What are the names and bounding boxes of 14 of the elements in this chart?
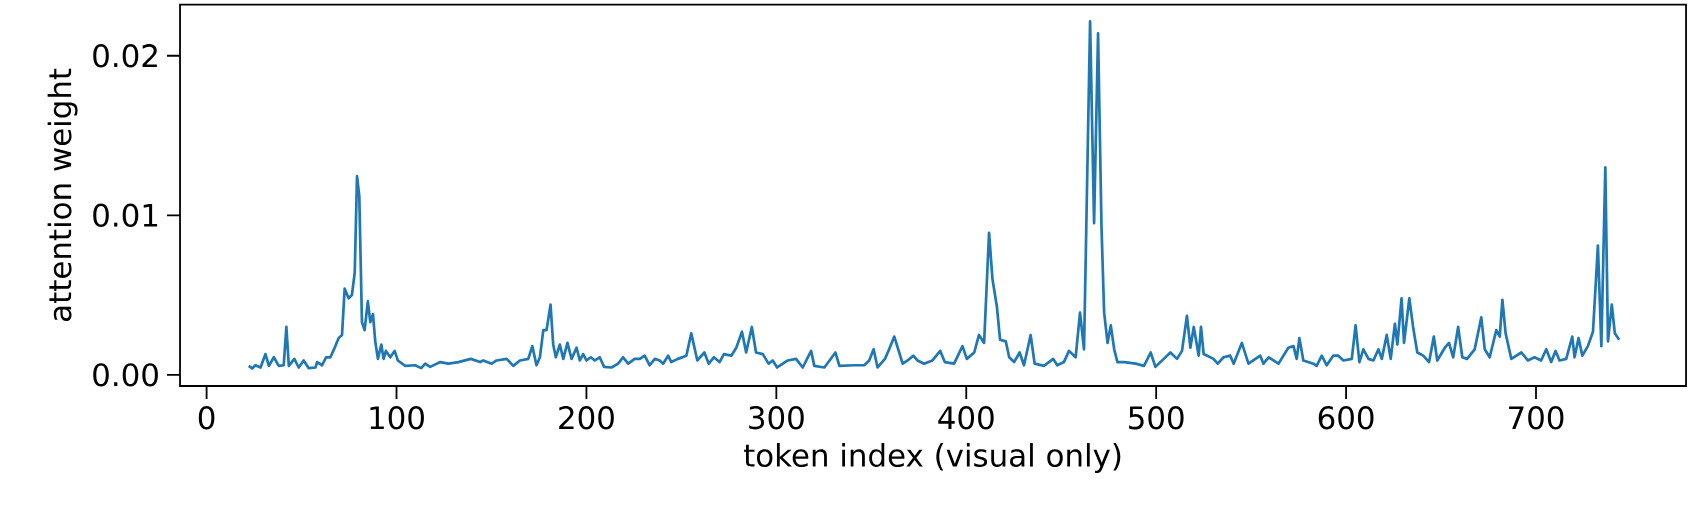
x-tick-label: 200 bbox=[559, 406, 614, 430]
y-tick-label: 0.01 bbox=[93, 203, 158, 227]
x-tick-label: 300 bbox=[749, 406, 804, 430]
y-tick-label: 0.02 bbox=[93, 44, 157, 68]
x-tick-label: 600 bbox=[1318, 406, 1374, 430]
x-tick-label: 0 bbox=[198, 406, 215, 430]
x-tick-label: 500 bbox=[1129, 406, 1184, 430]
x-tick-label: 400 bbox=[938, 406, 994, 430]
y-axis-title: attention weight bbox=[47, 68, 78, 321]
x-axis-title: token index (visual only) bbox=[743, 443, 1121, 473]
x-tick-label: 700 bbox=[1509, 406, 1564, 430]
x-tick-label: 100 bbox=[370, 406, 424, 430]
y-tick-label: 0.00 bbox=[93, 363, 158, 387]
line-series bbox=[247, 20, 1621, 370]
